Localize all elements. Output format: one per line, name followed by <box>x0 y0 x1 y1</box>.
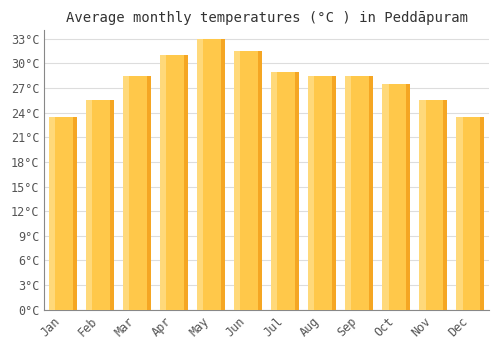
Bar <box>480 117 484 310</box>
Bar <box>184 55 188 310</box>
Bar <box>332 76 336 310</box>
Bar <box>110 100 114 310</box>
Bar <box>308 76 314 310</box>
Bar <box>123 76 130 310</box>
Bar <box>406 84 410 310</box>
Bar <box>49 117 55 310</box>
Bar <box>160 55 166 310</box>
Bar <box>346 76 373 310</box>
Bar <box>258 51 262 310</box>
Bar <box>420 100 447 310</box>
Title: Average monthly temperatures (°C ) in Peddāpuram: Average monthly temperatures (°C ) in Pe… <box>66 11 468 25</box>
Bar <box>369 76 373 310</box>
Bar <box>160 55 188 310</box>
Bar <box>221 38 225 310</box>
Bar <box>308 76 336 310</box>
Bar <box>382 84 388 310</box>
Bar <box>456 117 484 310</box>
Bar <box>272 71 278 310</box>
Bar <box>86 100 92 310</box>
Bar <box>197 38 225 310</box>
Bar <box>72 117 77 310</box>
Bar <box>346 76 352 310</box>
Bar <box>272 71 299 310</box>
Bar <box>456 117 462 310</box>
Bar <box>382 84 410 310</box>
Bar <box>123 76 151 310</box>
Bar <box>147 76 151 310</box>
Bar <box>443 100 447 310</box>
Bar <box>49 117 77 310</box>
Bar <box>234 51 240 310</box>
Bar <box>420 100 426 310</box>
Bar <box>234 51 262 310</box>
Bar <box>295 71 299 310</box>
Bar <box>197 38 203 310</box>
Bar <box>86 100 114 310</box>
